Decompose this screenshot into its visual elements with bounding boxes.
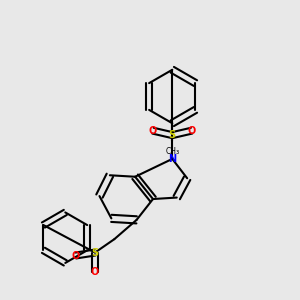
Text: S: S — [92, 248, 99, 257]
Text: O: O — [188, 126, 196, 136]
Text: N: N — [168, 154, 176, 164]
Text: O: O — [72, 250, 80, 260]
Text: CH₃: CH₃ — [165, 147, 179, 156]
Text: O: O — [91, 267, 99, 277]
Text: O: O — [149, 126, 157, 136]
Text: S: S — [169, 130, 176, 140]
